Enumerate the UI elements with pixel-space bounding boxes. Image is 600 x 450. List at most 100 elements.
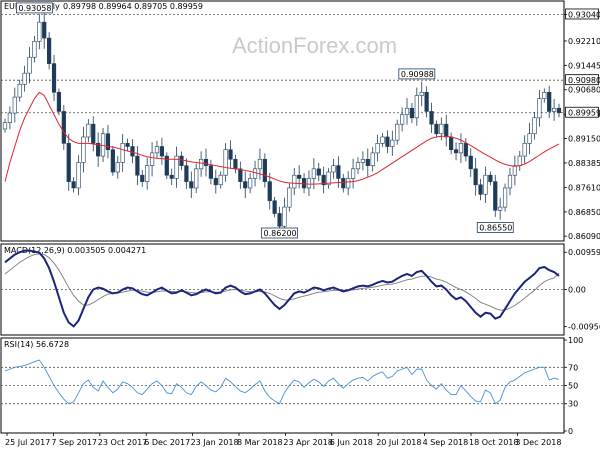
candle-body [512, 165, 517, 176]
candle-body [537, 98, 542, 119]
candle-body [81, 136, 86, 163]
candle-body [120, 143, 125, 163]
candle-body [248, 178, 253, 189]
candle-body [287, 187, 292, 208]
candles [2, 11, 562, 236]
price-y-tick-label: 0.86850 [568, 208, 600, 217]
candle-body [341, 178, 346, 189]
candle-body [76, 162, 81, 189]
candle-body [194, 168, 199, 189]
candle-body [208, 165, 214, 179]
price-y-tick-label: 0.93040 [568, 10, 600, 19]
candle-body [375, 143, 380, 154]
rsi-y-axis: 100 70 50 30 0 [564, 336, 583, 436]
candle-body [179, 155, 184, 166]
candle-body [203, 158, 209, 166]
candle-body [51, 63, 57, 93]
candle-body [277, 213, 282, 227]
candle-body [453, 149, 459, 154]
candle-body [409, 107, 415, 119]
macd-y-axis: 0.009593 0.00 -0.009562 [564, 248, 600, 332]
candle-body [140, 174, 145, 182]
candle-body [110, 149, 115, 173]
candle-body [7, 112, 13, 123]
candle-body [32, 40, 37, 58]
candle-body [27, 56, 32, 74]
x-tick-label: 4 Sep 2018 [423, 438, 469, 447]
x-tick-label: 20 Jul 2018 [376, 438, 421, 447]
candle-body [243, 181, 248, 189]
candle-body [400, 114, 405, 125]
candle-body [439, 123, 444, 135]
candle-body [66, 143, 71, 182]
candle-body [213, 178, 218, 186]
rsi-y-tick-label: 70 [568, 363, 578, 372]
price-annotation-box [261, 227, 298, 239]
macd-line [4, 249, 560, 328]
candle-body [223, 149, 228, 176]
candle-body [262, 158, 267, 182]
candle-body [478, 184, 483, 195]
x-tick-label: 7 Sep 2017 [51, 438, 97, 447]
candle-body [184, 165, 189, 182]
candle-body [37, 21, 42, 42]
candle-body [17, 84, 22, 98]
candle-body [47, 37, 52, 64]
candle-body [199, 158, 204, 170]
price-annotation-label: 0.86550 [479, 223, 512, 232]
candle-body [71, 181, 76, 189]
candle-body [380, 136, 385, 144]
candle-body [257, 158, 263, 170]
candle-body [125, 143, 130, 147]
x-tick-label: 3 Dec 2018 [515, 438, 561, 447]
candle-body [316, 168, 321, 176]
price-y-tick-label: 0.88385 [568, 159, 600, 168]
candle-body [22, 72, 27, 85]
macd-signal-line [4, 253, 560, 311]
price-panel-border [0, 0, 565, 242]
candle-body [390, 139, 395, 147]
x-tick-label: 8 Mar 2018 [237, 438, 283, 447]
candle-body [414, 95, 419, 119]
candle-body [282, 206, 287, 227]
watermark: ActionForex.com [232, 33, 397, 58]
price-y-tick-label: 0.92210 [568, 37, 600, 46]
candle-body [130, 146, 135, 157]
candle-body [346, 178, 351, 189]
candle-body [424, 91, 429, 112]
candle-body [449, 136, 454, 151]
candle-body [135, 155, 140, 176]
price-y-axis: 0.930400.922100.914450.906800.899150.891… [564, 8, 600, 241]
candle-body [444, 123, 449, 138]
candle-body [272, 200, 277, 214]
candle-body [547, 91, 552, 112]
price-annotations: 0.93058 0.86200 0.90988 0.86550 [16, 2, 514, 239]
candle-body [365, 158, 370, 166]
candle-body [12, 96, 17, 114]
candle-body [159, 146, 164, 157]
candle-body [321, 174, 326, 186]
rsi-y-tick-label: 100 [568, 336, 583, 345]
price-right-label-box [565, 106, 599, 118]
macd-y-tick-label: 0.009593 [568, 248, 600, 257]
candle-body [483, 174, 488, 195]
moving-average [4, 91, 560, 185]
candle-body [473, 168, 478, 186]
candle-body [522, 143, 527, 157]
candle-body [228, 149, 233, 160]
candle-body [233, 158, 238, 170]
macd-panel: MACD(12,26,9) 0.003505 0.004271 0.009593… [0, 243, 600, 336]
price-right-label-box [565, 74, 599, 86]
candle-body [61, 111, 66, 144]
x-tick-label: 18 Oct 2018 [469, 438, 518, 447]
candle-body [434, 123, 439, 135]
candle-body [527, 133, 532, 144]
price-annotation-label: 0.90988 [401, 70, 434, 79]
candle-body [493, 181, 498, 211]
candle-body [169, 174, 174, 179]
candle-body [238, 168, 243, 182]
candle-body [306, 178, 312, 189]
price-annotation-box [16, 2, 53, 14]
rsi-header: RSI(14) 56.6728 [4, 340, 69, 349]
candle-body [532, 117, 537, 135]
